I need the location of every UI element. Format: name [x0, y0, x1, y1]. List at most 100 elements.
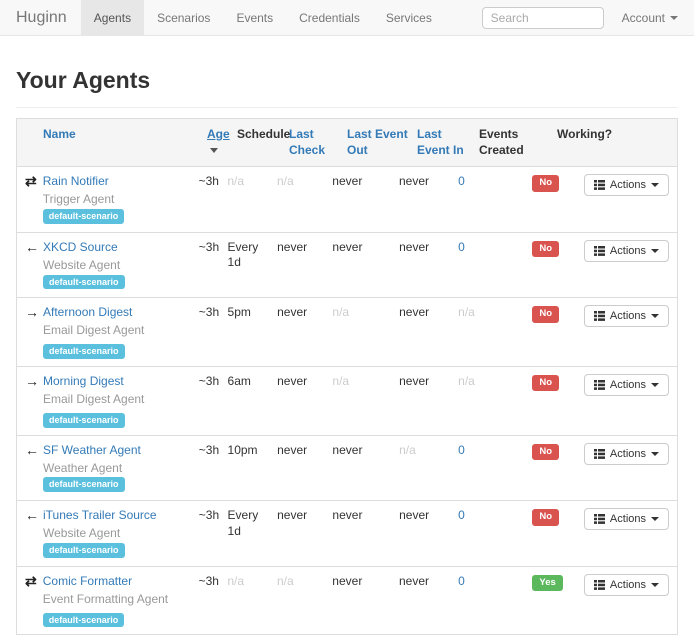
header-last-event-in: Last Event In: [417, 119, 479, 166]
age-value: ~3h: [198, 373, 220, 388]
events-created-link[interactable]: 0: [458, 573, 465, 588]
working-cell: Yes: [532, 567, 584, 635]
schedule-value: 10pm: [227, 442, 258, 457]
direction-cell: ←: [17, 436, 43, 501]
events-created-link[interactable]: 0: [458, 239, 465, 254]
agent-name-link[interactable]: Afternoon Digest: [43, 305, 133, 320]
scenario-badge[interactable]: default-scenario: [43, 344, 125, 359]
last-event-out-value: n/a: [332, 305, 350, 320]
schedule-cell: 10pm: [228, 436, 278, 501]
sort-link-age[interactable]: Age: [207, 127, 230, 141]
agent-name-link[interactable]: XKCD Source: [43, 239, 118, 254]
sort-link-last-check[interactable]: Last Check: [289, 127, 326, 157]
exchange-icon: ⇄: [25, 173, 37, 190]
header-events-created: Events Created: [479, 127, 524, 157]
agent-name-link[interactable]: Comic Formatter: [42, 573, 133, 588]
schedule-cell: Every 1d: [228, 233, 278, 298]
scenario-badge[interactable]: default-scenario: [43, 274, 125, 290]
header-last-event-out: Last Event Out: [347, 119, 417, 166]
working-badge: No: [532, 240, 560, 258]
events-created-link[interactable]: 0: [458, 174, 465, 189]
agent-name-link[interactable]: iTunes Trailer Source: [43, 508, 157, 523]
last-event-out-value: never: [332, 239, 363, 254]
agent-name-link[interactable]: Rain Notifier: [42, 174, 109, 189]
header-last-check: Last Check: [289, 119, 347, 166]
agent-name-link[interactable]: Morning Digest: [43, 373, 124, 388]
agent-name-link[interactable]: SF Weather Agent: [43, 442, 141, 457]
nav-item-services[interactable]: Services: [385, 10, 432, 25]
search-input[interactable]: [481, 6, 604, 29]
direction-cell: ⇄: [17, 167, 43, 232]
agent-type-label: Email Digest Agent: [43, 323, 145, 338]
nav-item-scenarios[interactable]: Scenarios: [157, 10, 211, 25]
actions-button[interactable]: Actions: [583, 442, 669, 465]
actions-button[interactable]: Actions: [583, 305, 669, 328]
name-cell: Rain Notifier Trigger Agent default-scen…: [42, 167, 199, 232]
scenario-badge[interactable]: default-scenario: [42, 208, 125, 224]
events-created-link[interactable]: 0: [458, 508, 465, 523]
table-row: ← XKCD Source Website Agent default-scen…: [17, 231, 677, 298]
name-cell: XKCD Source Website Agent default-scenar…: [43, 233, 199, 298]
sort-link-last-event-out[interactable]: Last Event Out: [347, 127, 408, 157]
last-event-in-cell: never: [399, 367, 458, 435]
events-created-cell: 0: [458, 167, 532, 232]
age-value: ~3h: [198, 174, 219, 189]
last-event-in-value: never: [399, 239, 430, 254]
schedule-cell: n/a: [227, 567, 277, 635]
actions-button[interactable]: Actions: [583, 239, 669, 262]
chevron-down-icon: [670, 15, 678, 20]
agent-sub-line: Website Agent default-scenario: [43, 525, 193, 559]
actions-button[interactable]: Actions: [583, 174, 669, 197]
nav-item-credentials[interactable]: Credentials: [299, 10, 360, 25]
actions-label: Actions: [609, 310, 646, 323]
last-event-in-value: never: [399, 573, 430, 588]
brand-logo[interactable]: Huginn: [16, 8, 67, 26]
actions-label: Actions: [609, 513, 646, 526]
schedule-value: 5pm: [227, 305, 251, 320]
last-event-in-value: never: [399, 373, 430, 388]
working-cell: No: [532, 436, 584, 501]
last-check-value: never: [277, 305, 308, 320]
scenario-badge[interactable]: default-scenario: [43, 477, 125, 493]
last-event-out-value: never: [332, 442, 363, 457]
last-check-value: never: [277, 239, 308, 254]
actions-label: Actions: [609, 578, 646, 591]
events-created-cell: 0: [458, 501, 532, 566]
working-badge: No: [532, 443, 560, 460]
scenario-badge[interactable]: default-scenario: [43, 542, 125, 558]
last-event-in-value: never: [399, 174, 430, 189]
chevron-down-icon: [651, 451, 659, 456]
scenario-badge[interactable]: default-scenario: [42, 612, 125, 628]
nav-item-events[interactable]: Events: [236, 10, 274, 25]
arrow-left-icon: ←: [25, 507, 39, 524]
main-content: Your Agents Name Age Schedule Last Check…: [0, 67, 694, 635]
navbar-spacer: [445, 0, 482, 35]
sort-link-last-event-in[interactable]: Last Event In: [417, 127, 464, 157]
actions-label: Actions: [609, 179, 646, 192]
working-badge: Yes: [532, 574, 563, 592]
last-event-in-cell: never: [399, 567, 458, 635]
agent-type-label: Trigger Agent: [42, 192, 115, 207]
last-event-in-cell: never: [399, 167, 458, 232]
name-cell: iTunes Trailer Source Website Agent defa…: [43, 501, 199, 566]
table-body: ⇄ Rain Notifier Trigger Agent default-sc…: [17, 166, 677, 635]
working-cell: No: [532, 167, 584, 232]
direction-cell: ←: [17, 233, 43, 298]
actions-label: Actions: [609, 378, 646, 391]
account-menu[interactable]: Account: [616, 0, 694, 35]
sort-link-name[interactable]: Name: [43, 127, 76, 141]
th-list-icon: [593, 448, 605, 459]
name-cell: Morning Digest Email Digest Agent defaul…: [43, 367, 199, 435]
actions-button[interactable]: Actions: [583, 373, 669, 396]
scenario-badge[interactable]: default-scenario: [43, 412, 125, 428]
actions-button[interactable]: Actions: [583, 573, 669, 596]
events-created-link[interactable]: 0: [458, 442, 465, 457]
table-row: → Morning Digest Email Digest Agent defa…: [17, 365, 677, 435]
last-event-out-cell: n/a: [332, 367, 399, 435]
actions-button[interactable]: Actions: [583, 508, 669, 531]
working-cell: No: [532, 367, 584, 435]
agent-type-label: Email Digest Agent: [43, 391, 145, 406]
account-label: Account: [621, 10, 665, 25]
nav-item-agents[interactable]: Agents: [80, 0, 145, 35]
page-title: Your Agents: [16, 67, 151, 93]
